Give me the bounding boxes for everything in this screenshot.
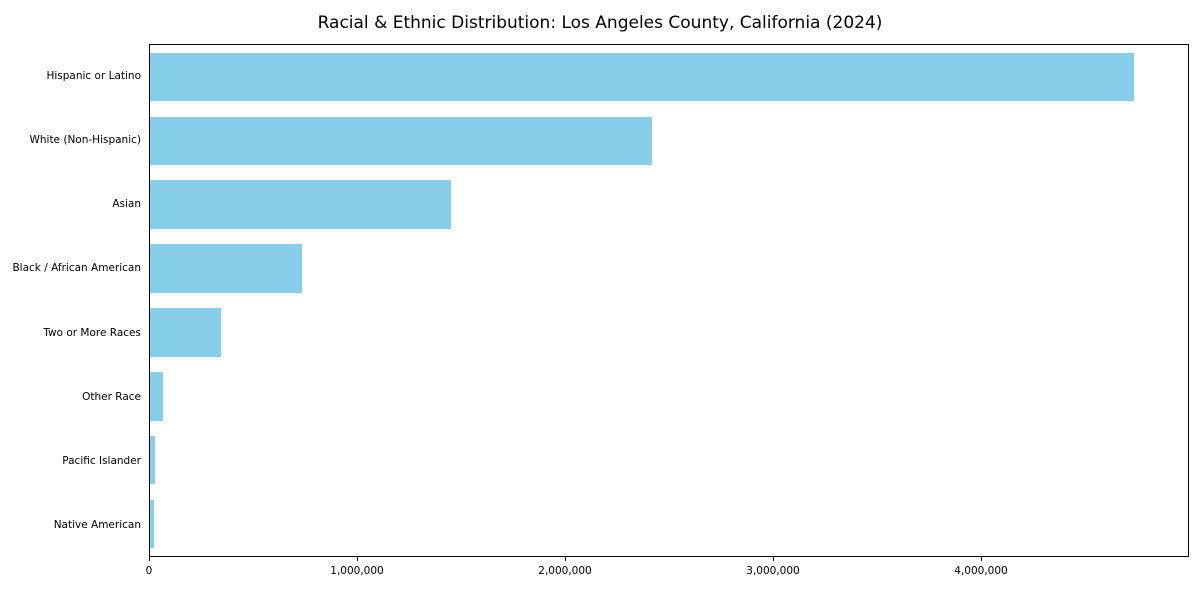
y-axis-labels: Hispanic or Latino White (Non-Hispanic) As… [0,44,141,557]
x-tick-label: 2,000,000 [538,565,592,577]
bar-row [150,492,1188,556]
bar-row [150,109,1188,173]
x-tick-label: 1,000,000 [330,565,384,577]
y-axis-label: Hispanic or Latino [46,70,141,83]
y-axis-label: Pacific Islander [62,454,141,467]
bar [150,435,156,485]
plot-area [149,44,1189,557]
bar-row [150,364,1188,428]
y-axis-label: Asian [112,198,141,211]
bar-row [150,45,1188,109]
bar [150,244,302,293]
bar-row [150,173,1188,237]
x-tick-mark [773,557,774,561]
x-tick-label: 3,000,000 [746,565,800,577]
y-axis-label: White (Non-Hispanic) [29,134,141,147]
x-tick-mark [565,557,566,561]
bar [150,180,452,229]
bar [150,308,221,357]
x-tick-label: 4,000,000 [954,565,1008,577]
bar [150,52,1135,102]
bar-row [150,301,1188,365]
x-tick-mark [981,557,982,561]
chart-title: Racial & Ethnic Distribution: Los Angele… [317,13,883,33]
bar-rows [150,45,1188,556]
bar [150,372,164,421]
y-axis-label: Black / African American [12,262,141,275]
x-tick-mark [149,557,150,561]
bar [150,499,154,549]
y-axis-label: Native American [53,518,141,531]
y-axis-label: Two or More Races [43,326,141,339]
bar-row [150,428,1188,492]
x-axis: 0 1,000,000 2,000,000 3,000,000 4,000,000 [145,557,1189,587]
y-axis-label: Other Race [82,390,141,403]
bar-row [150,237,1188,301]
x-tick-label: 0 [145,565,153,577]
bar [150,116,653,166]
x-tick-mark [357,557,358,561]
